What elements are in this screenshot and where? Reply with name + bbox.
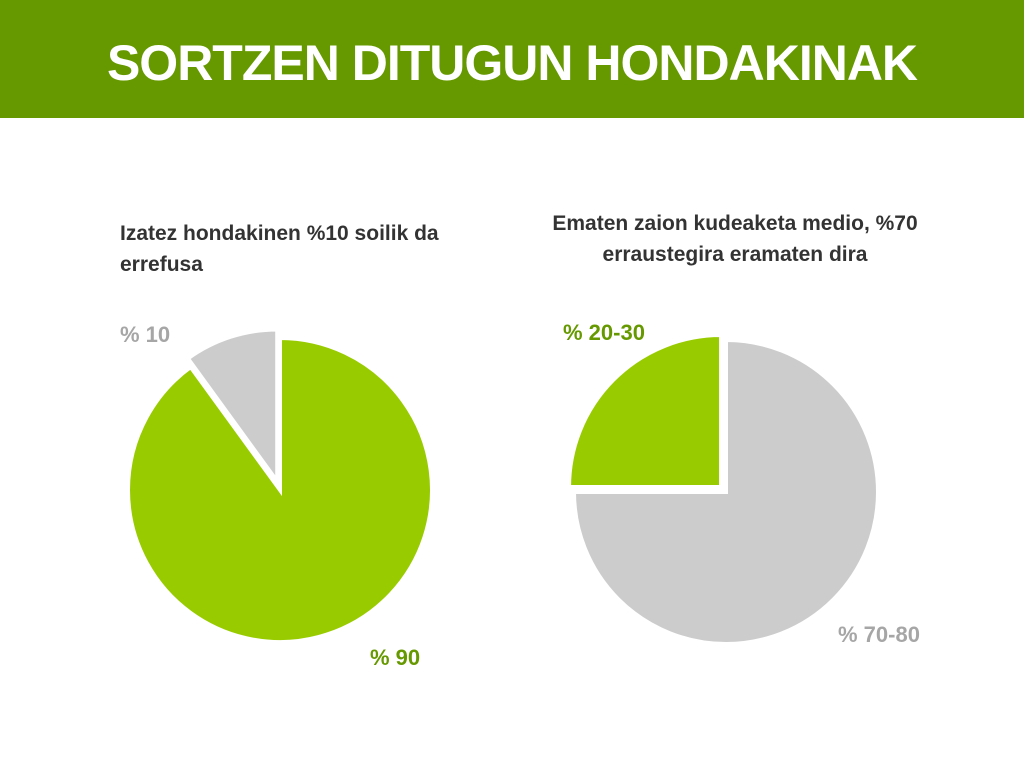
title-banner: SORTZEN DITUGUN HONDAKINAK	[0, 0, 1024, 118]
pie-slice-1-1	[571, 337, 880, 646]
pie-slice-0-0	[185, 327, 280, 488]
pie-label-1-1: % 70-80	[838, 622, 920, 647]
pie-label-0-1: % 90	[370, 645, 420, 670]
right-chart-caption: Ematen zaion kudeaketa medio, %70 erraus…	[552, 212, 918, 266]
pie-label-0-0: % 10	[120, 322, 170, 347]
pie-slice-1-0	[567, 333, 724, 490]
pie-label-1-0: % 20-30	[563, 320, 645, 345]
left-chart-caption: Izatez hondakinen %10 soilik da errefusa	[120, 222, 439, 276]
left-pie-chart: % 10 % 90	[120, 322, 434, 670]
right-pie-chart: % 20-30 % 70-80	[563, 320, 920, 647]
page-title: SORTZEN DITUGUN HONDAKINAK	[106, 35, 918, 91]
pie-slice-0-1	[126, 335, 434, 644]
